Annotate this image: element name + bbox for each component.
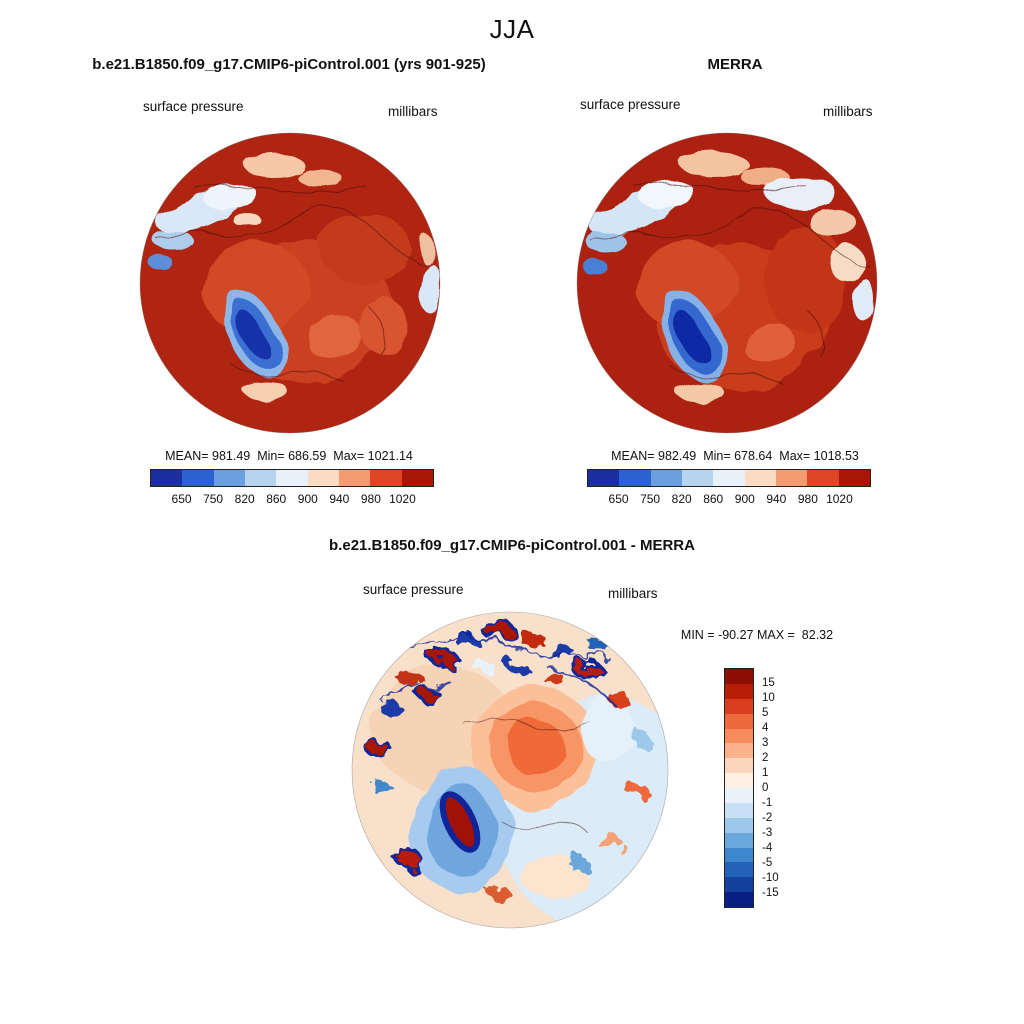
colorbar-label: 2 (762, 752, 769, 764)
colorbar-tick: 860 (266, 492, 287, 506)
colorbar-label: -2 (762, 812, 773, 824)
colorbar-label: -10 (762, 872, 779, 884)
colorbar-segment (244, 470, 277, 486)
model-panel-title: b.e21.B1850.f09_g17.CMIP6-piControl.001 … (92, 56, 486, 73)
colorbar-segment (725, 743, 753, 759)
diff-units-label: millibars (608, 586, 658, 601)
season-title: JJA (489, 14, 535, 44)
colorbar-segment (370, 470, 402, 486)
colorbar-segment (725, 728, 753, 744)
colorbar-segment (725, 683, 753, 699)
colorbar-segment (775, 470, 808, 486)
colorbar-segment (151, 470, 183, 486)
colorbar-tick: 980 (360, 492, 381, 506)
colorbar-segment (725, 892, 753, 907)
colorbar-segment (725, 847, 753, 863)
colorbar-label: -4 (762, 842, 773, 854)
diff-colorbar-labels: 15 10 5 4 3 2 1 0 -1 -2 -3 -4 -5 -10 -15 (762, 676, 802, 901)
colorbar-label: -1 (762, 797, 773, 809)
diff-stats-text: MIN = -90.27 MAX = 82.32 (680, 628, 834, 642)
colorbar-segment (725, 788, 753, 803)
colorbar-tick: 650 (171, 492, 192, 506)
colorbar-label: 0 (762, 782, 769, 794)
obs-map (574, 130, 880, 436)
colorbar-tick: 820 (671, 492, 692, 506)
colorbar-tick: 1020 (389, 492, 416, 506)
colorbar-label: -5 (762, 857, 773, 869)
colorbar-segment (725, 758, 753, 774)
obs-panel-title: MERRA (707, 56, 763, 73)
colorbar-segment (725, 832, 753, 848)
colorbar-segment (213, 470, 245, 486)
colorbar-segment (725, 698, 753, 714)
colorbar-label: 4 (762, 722, 769, 734)
colorbar-label: 10 (762, 692, 775, 704)
colorbar-tick: 940 (766, 492, 787, 506)
colorbar-segment (725, 817, 753, 833)
colorbar-segment (725, 862, 753, 878)
colorbar-segment (725, 669, 753, 684)
colorbar-segment (650, 470, 682, 486)
obs-field-label: surface pressure (580, 97, 681, 112)
colorbar-segment (307, 470, 339, 486)
colorbar-tick: 980 (797, 492, 818, 506)
colorbar-tick: 900 (297, 492, 318, 506)
colorbar-segment (681, 470, 714, 486)
colorbar-segment (725, 802, 753, 818)
colorbar-tick: 650 (608, 492, 629, 506)
obs-colorbar (587, 469, 871, 487)
obs-colorbar-ticks: 650 750 820 860 900 940 980 1020 (587, 492, 871, 506)
colorbar-segment (725, 773, 753, 788)
obs-stats-text: MEAN= 982.49 Min= 678.64 Max= 1018.53 (611, 449, 859, 463)
diff-panel-title: b.e21.B1850.f09_g17.CMIP6-piControl.001 … (329, 537, 695, 554)
colorbar-segment (182, 470, 214, 486)
colorbar-tick: 900 (734, 492, 755, 506)
colorbar-segment (401, 470, 433, 486)
model-map (137, 130, 443, 436)
colorbar-tick: 1020 (826, 492, 853, 506)
colorbar-label: 3 (762, 737, 769, 749)
colorbar-tick: 750 (203, 492, 224, 506)
colorbar-label: -15 (762, 887, 779, 899)
colorbar-tick: 940 (329, 492, 350, 506)
colorbar-segment (276, 470, 308, 486)
colorbar-label: 1 (762, 767, 769, 779)
diff-map (348, 608, 672, 932)
colorbar-segment (838, 470, 870, 486)
obs-units-label: millibars (823, 104, 873, 119)
model-units-label: millibars (388, 104, 438, 119)
model-colorbar (150, 469, 434, 487)
diff-field-label: surface pressure (363, 582, 464, 597)
model-field-label: surface pressure (143, 99, 244, 114)
colorbar-segment (744, 470, 776, 486)
colorbar-segment (588, 470, 620, 486)
colorbar-tick: 860 (703, 492, 724, 506)
colorbar-label: 15 (762, 677, 775, 689)
colorbar-segment (713, 470, 745, 486)
colorbar-tick: 820 (234, 492, 255, 506)
model-stats-text: MEAN= 981.49 Min= 686.59 Max= 1021.14 (165, 449, 413, 463)
colorbar-segment (619, 470, 651, 486)
colorbar-tick: 750 (640, 492, 661, 506)
colorbar-segment (807, 470, 839, 486)
colorbar-label: -3 (762, 827, 773, 839)
colorbar-segment (725, 713, 753, 729)
colorbar-label: 5 (762, 707, 769, 719)
colorbar-segment (338, 470, 371, 486)
colorbar-segment (725, 877, 753, 893)
model-colorbar-ticks: 650 750 820 860 900 940 980 1020 (150, 492, 434, 506)
diff-colorbar (724, 668, 754, 908)
